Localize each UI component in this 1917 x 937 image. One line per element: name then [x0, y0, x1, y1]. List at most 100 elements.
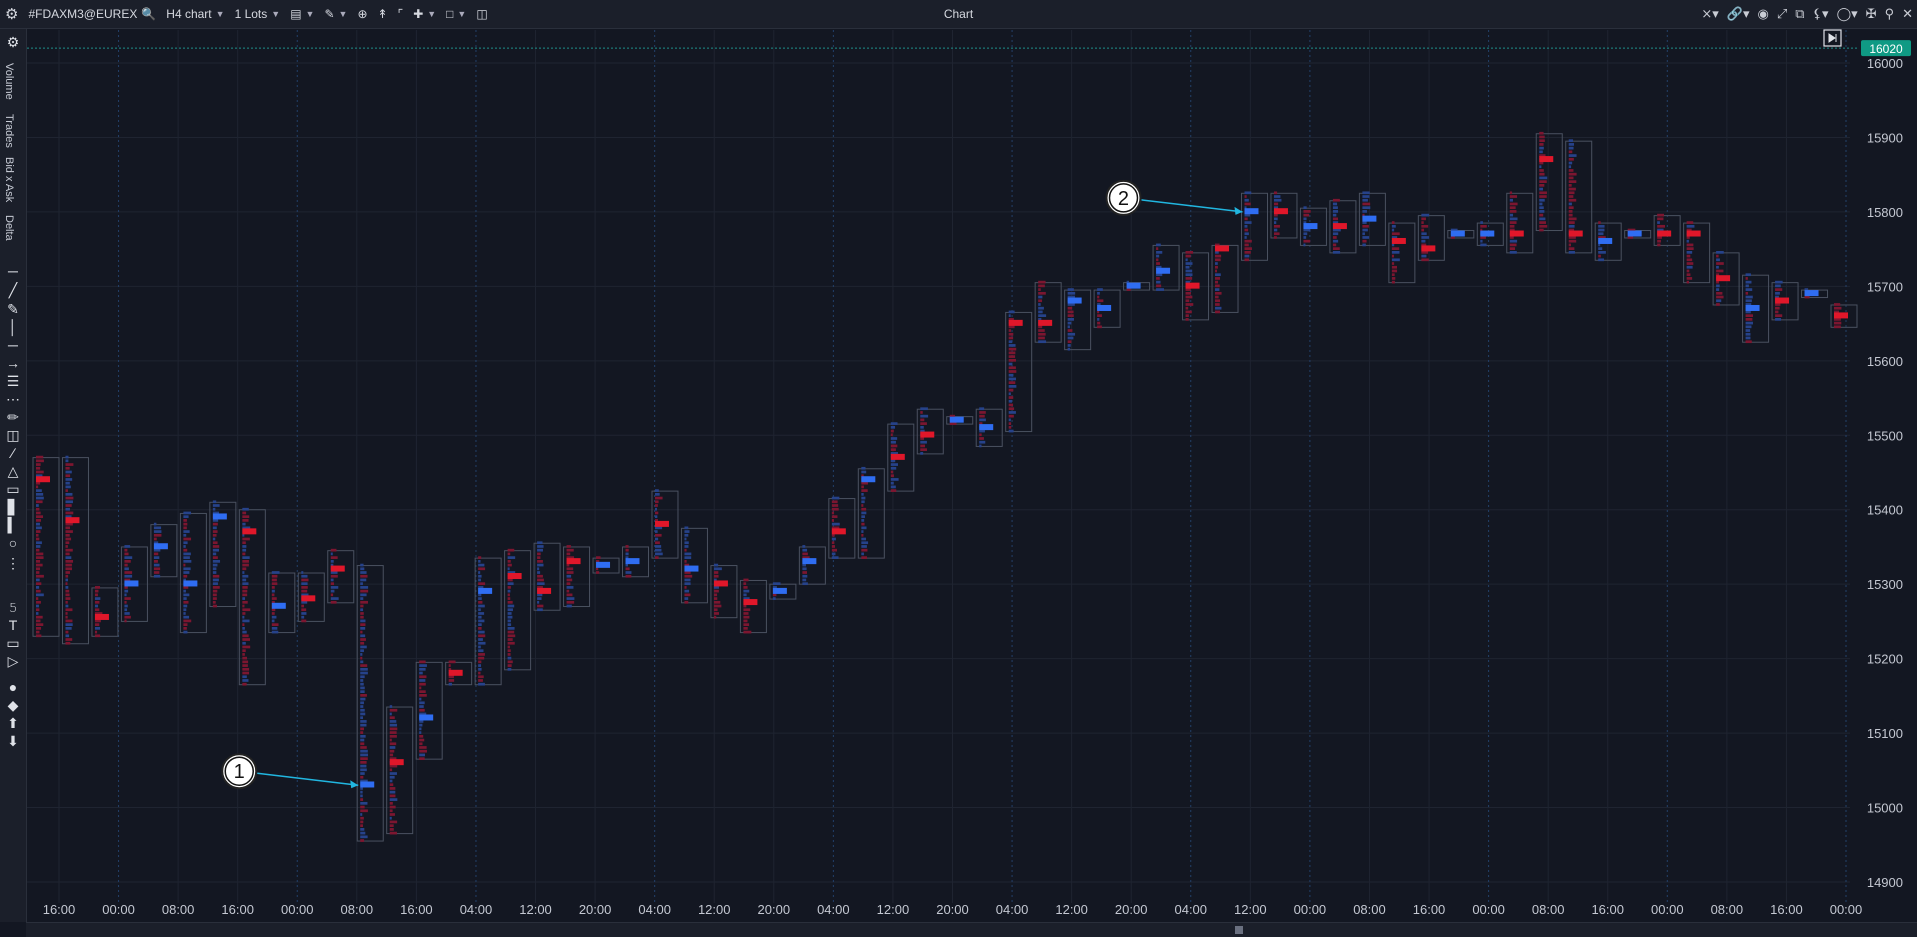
cluster-bar: [1568, 206, 1574, 210]
cluster-bar: [979, 433, 982, 437]
crosshair-icon[interactable]: ⨯▾: [1701, 6, 1719, 21]
candle-box: [1005, 311, 1033, 433]
pencil-icon[interactable]: ✎: [7, 301, 19, 317]
rectangle-icon[interactable]: ▭: [6, 481, 20, 497]
fullscreen-icon[interactable]: ⤢: [1776, 6, 1788, 21]
cluster-bar: [94, 586, 101, 589]
cluster-bar: [360, 820, 364, 824]
close-icon[interactable]: ✕: [1902, 6, 1913, 21]
cluster-bar: [861, 511, 867, 515]
cluster-bar: [360, 623, 366, 626]
arrow-up-icon[interactable]: ⬆: [7, 715, 19, 731]
lock-icon[interactable]: ⚸▾: [1812, 6, 1829, 21]
text-bold-icon[interactable]: 𝟻: [8, 599, 18, 615]
cluster-mode-trades[interactable]: Trades: [3, 114, 15, 148]
footprint-candle: [710, 563, 738, 619]
add-button[interactable]: ✚ ▼: [413, 7, 437, 21]
poc-bar: [183, 580, 198, 587]
fibonacci-icon[interactable]: ☰: [6, 373, 20, 389]
brush-icon[interactable]: ✏: [7, 409, 19, 425]
chart-type-button[interactable]: ▤ ▼: [290, 7, 315, 21]
horizontal-scrollbar[interactable]: [26, 922, 1917, 937]
cluster-mode-delta[interactable]: Delta: [3, 215, 15, 241]
pin-icon[interactable]: ⚲: [1884, 6, 1895, 21]
cluster-bar: [1215, 284, 1220, 288]
cluster-bar: [1745, 291, 1749, 295]
market-profile-icon[interactable]: ▍: [7, 517, 19, 533]
candle-box: [1535, 133, 1563, 232]
dot-icon[interactable]: ●: [8, 679, 18, 695]
cluster-bar: [124, 548, 128, 552]
vertical-line-icon[interactable]: │: [8, 319, 18, 335]
diamond-icon[interactable]: ◆: [7, 697, 19, 713]
cluster-bar: [1067, 303, 1075, 306]
lots-selector[interactable]: 1 Lots ▼: [230, 7, 286, 21]
cluster-bar: [1539, 224, 1548, 228]
channel-icon[interactable]: ∕: [11, 445, 15, 461]
price-label-icon[interactable]: ▷: [7, 653, 19, 669]
footprint-candle: [1270, 191, 1298, 239]
poc-bar: [625, 558, 640, 565]
cluster-bar: [389, 764, 398, 768]
indicators-icon[interactable]: ↟: [377, 7, 388, 21]
camera-icon[interactable]: ◉: [1757, 6, 1769, 21]
cluster-bar: [1185, 269, 1193, 273]
chevron-down-icon: ▼: [427, 9, 437, 19]
cluster-bar: [743, 597, 750, 600]
cluster-bar: [684, 552, 692, 556]
arrow-down-icon[interactable]: ⬇: [7, 733, 19, 749]
cluster-mode-volume[interactable]: Volume: [3, 63, 15, 100]
timeframe-selector[interactable]: H4 chart ▼: [161, 7, 229, 21]
search-icon[interactable]: 🔍: [141, 7, 157, 21]
cluster-bar: [831, 556, 839, 559]
wave-icon[interactable]: ⋯: [6, 391, 20, 407]
arrow-icon[interactable]: →: [6, 355, 20, 371]
gear-icon[interactable]: ⚙: [6, 34, 20, 50]
cluster-bar: [1303, 243, 1306, 247]
cluster-bar: [360, 813, 363, 816]
cluster-bar: [242, 638, 251, 641]
link-icon[interactable]: 🔗▾: [1726, 6, 1750, 21]
cluster-bar: [1362, 228, 1368, 232]
cluster-bar: [36, 567, 40, 571]
time-axis[interactable]: 16:00 00:00 08:00 16:00 00:00 08:00 16:00 04:00…: [43, 902, 1863, 917]
cluster-mode-bid-ask[interactable]: Bid x Ask: [3, 157, 15, 203]
circle-icon[interactable]: ◯▾: [1836, 6, 1858, 21]
symbol-selector[interactable]: #FDAXM3@EUREX 🔍: [23, 7, 161, 21]
annotation-layer: 12: [221, 179, 1243, 790]
settings-slash-icon[interactable]: ✠: [1865, 6, 1877, 21]
templates-icon[interactable]: ⌜: [397, 7, 404, 21]
cluster-bar: [1273, 221, 1277, 224]
app-logo-icon[interactable]: ⚙: [5, 6, 19, 23]
cluster-bar: [1126, 280, 1130, 284]
cluster-bar: [419, 701, 425, 705]
window-layout-button[interactable]: □ ▼: [446, 7, 467, 21]
cluster-bar: [566, 578, 573, 582]
zoom-icon[interactable]: ⊕: [357, 7, 368, 21]
triangle-icon[interactable]: △: [7, 463, 19, 479]
profile-icon[interactable]: ◫: [6, 427, 20, 443]
volume-profile-icon[interactable]: ▋: [7, 499, 19, 515]
drawing-tool-button[interactable]: ✎ ▼: [324, 7, 348, 21]
candle-box: [1653, 215, 1681, 246]
duplicate-icon[interactable]: ⧉: [1795, 6, 1805, 21]
cluster-bar: [1391, 265, 1398, 269]
ray-icon[interactable]: ─: [8, 337, 18, 353]
cluster-bar: [831, 541, 835, 545]
cluster-bar: [713, 593, 718, 597]
trend-line-icon[interactable]: ╱: [8, 282, 18, 298]
cluster-bar: [1038, 336, 1045, 340]
horizontal-line-icon[interactable]: ─: [8, 263, 18, 279]
panel-toggle-icon[interactable]: ◫: [476, 7, 488, 21]
cluster-bar: [1421, 258, 1429, 262]
price-axis[interactable]: 14900 15000 15100 15200 15300 15400 15500 15600…: [1823, 29, 1911, 890]
ellipse-icon[interactable]: ○: [8, 535, 18, 551]
label-icon[interactable]: ▭: [6, 635, 20, 651]
text-icon[interactable]: T: [8, 617, 18, 633]
grid-icon[interactable]: ⋮: [6, 555, 20, 571]
cluster-bar: [1539, 210, 1545, 213]
cluster-bar: [537, 563, 544, 567]
cluster-bar: [1657, 224, 1666, 228]
scrollbar-thumb[interactable]: [1235, 926, 1243, 934]
